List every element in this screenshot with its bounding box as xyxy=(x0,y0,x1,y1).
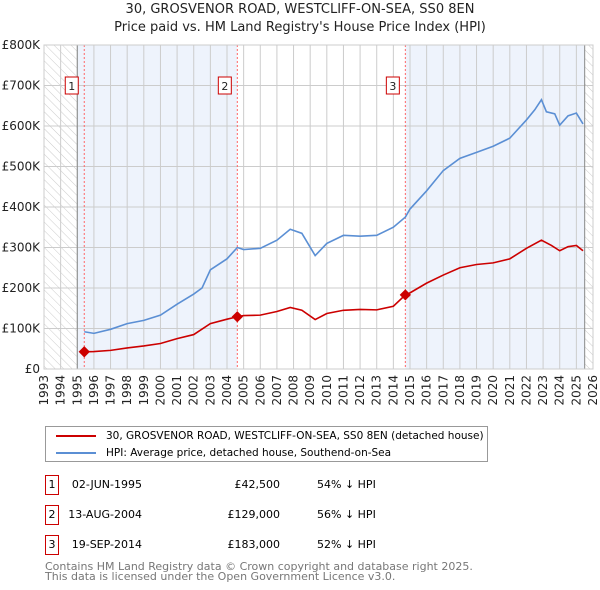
x-tick-label: 2007 xyxy=(270,375,284,406)
x-tick-label: 2020 xyxy=(486,375,500,406)
sale-row: 3 19-SEP-2014 £183,000 52% ↓ HPI xyxy=(45,535,445,555)
x-tick-label: 2006 xyxy=(253,375,267,406)
sale-marker-box: 1 xyxy=(45,475,59,495)
y-tick-label: £200K xyxy=(2,281,42,295)
x-tick-label: 2025 xyxy=(569,375,583,406)
x-tick-label: 1998 xyxy=(120,375,134,406)
sale-date: 13-AUG-2004 xyxy=(68,508,142,521)
sale-label-box xyxy=(64,76,79,95)
y-tick-label: £0 xyxy=(25,362,40,376)
y-tick-label: £700K xyxy=(2,79,42,93)
y-tick-label: £500K xyxy=(2,160,42,174)
x-tick-label: 2005 xyxy=(237,375,251,406)
sale-marker-box: 2 xyxy=(45,505,59,525)
legend: 30, GROSVENOR ROAD, WESTCLIFF-ON-SEA, SS… xyxy=(45,426,488,462)
x-tick-label: 1993 xyxy=(37,375,51,406)
plot-area: 1993 1994 1995 1996 1997 1998 1999 2000 2001 2002… xyxy=(2,38,600,406)
y-tick-label: £400K xyxy=(2,200,42,214)
x-tick-label: 2017 xyxy=(436,375,450,406)
legend-swatch-blue xyxy=(56,452,96,454)
sale-label-box xyxy=(385,76,400,95)
x-tick-label: 2016 xyxy=(420,375,434,406)
legend-swatch-red xyxy=(56,435,96,437)
y-tick-label: £100K xyxy=(2,322,42,336)
sale-row: 2 13-AUG-2004 £129,000 56% ↓ HPI xyxy=(45,505,445,525)
x-tick-label: 2026 xyxy=(586,375,600,406)
sale-hpi-diff: 52% ↓ HPI xyxy=(317,538,376,551)
x-tick-label: 2021 xyxy=(503,375,517,406)
x-tick-label: 2003 xyxy=(203,375,217,406)
sale-row: 1 02-JUN-1995 £42,500 54% ↓ HPI xyxy=(45,475,445,495)
x-tick-label: 1999 xyxy=(137,375,151,406)
price-paid-line xyxy=(84,239,584,353)
y-tick-label: £600K xyxy=(2,119,42,133)
x-tick-label: 2002 xyxy=(187,375,201,406)
x-tick-label: 2004 xyxy=(220,375,234,406)
legend-label: 30, GROSVENOR ROAD, WESTCLIFF-ON-SEA, SS… xyxy=(106,430,484,442)
x-tick-label: 1994 xyxy=(54,375,68,406)
x-tick-label: 2018 xyxy=(453,375,467,406)
sale-point xyxy=(399,289,411,301)
y-tick-label: £300K xyxy=(2,241,42,255)
sale-price: £129,000 xyxy=(227,508,281,521)
sale-label: 2 xyxy=(221,80,228,93)
footer-line: This data is licensed under the Open Gov… xyxy=(45,570,396,583)
sale-label-box xyxy=(217,76,232,95)
sale-label: 1 xyxy=(68,80,75,93)
x-tick-label: 2015 xyxy=(403,375,417,406)
x-tick-label: 2024 xyxy=(553,375,567,406)
legend-item-hpi: HPI: Average price, detached house, Sout… xyxy=(56,445,391,461)
footer-line: Contains HM Land Registry data © Crown c… xyxy=(45,560,473,573)
sale-label: 3 xyxy=(389,80,396,93)
chart-title: 30, GROSVENOR ROAD, WESTCLIFF-ON-SEA, SS… xyxy=(125,2,475,17)
sale-date: 19-SEP-2014 xyxy=(71,538,142,551)
x-tick-label: 2012 xyxy=(353,375,367,406)
x-tick-label: 1996 xyxy=(87,375,101,406)
x-tick-label: 2008 xyxy=(287,375,301,406)
sale-hpi-diff: 56% ↓ HPI xyxy=(317,508,376,521)
x-tick-label: 2010 xyxy=(320,375,334,406)
x-tick-label: 2013 xyxy=(370,375,384,406)
x-tick-label: 2019 xyxy=(470,375,484,406)
x-tick-label: 1997 xyxy=(104,375,118,406)
x-tick-label: 2001 xyxy=(170,375,184,406)
chart-subtitle: Price paid vs. HM Land Registry's House … xyxy=(114,20,486,35)
x-tick-label: 2022 xyxy=(519,375,533,406)
hpi-line xyxy=(84,97,584,335)
footer: Contains HM Land Registry data © Crown c… xyxy=(45,560,473,583)
plot-border xyxy=(43,44,594,370)
sale-marker-box: 3 xyxy=(45,535,59,555)
x-tick-label: 2014 xyxy=(386,375,400,406)
y-tick-label: £800K xyxy=(2,38,42,52)
sale-point xyxy=(231,311,243,323)
x-tick-label: 2009 xyxy=(303,375,317,406)
legend-label: HPI: Average price, detached house, Sout… xyxy=(106,447,392,459)
x-tick-label: 2000 xyxy=(153,375,167,406)
sale-price: £183,000 xyxy=(227,538,281,551)
legend-item-property: 30, GROSVENOR ROAD, WESTCLIFF-ON-SEA, SS… xyxy=(56,428,484,444)
x-tick-label: 2011 xyxy=(336,375,350,406)
sale-price: £42,500 xyxy=(234,478,281,491)
x-tick-label: 2023 xyxy=(536,375,550,406)
x-tick-label: 1995 xyxy=(70,375,84,406)
sale-hpi-diff: 54% ↓ HPI xyxy=(317,478,376,491)
sale-date: 02-JUN-1995 xyxy=(71,478,142,491)
